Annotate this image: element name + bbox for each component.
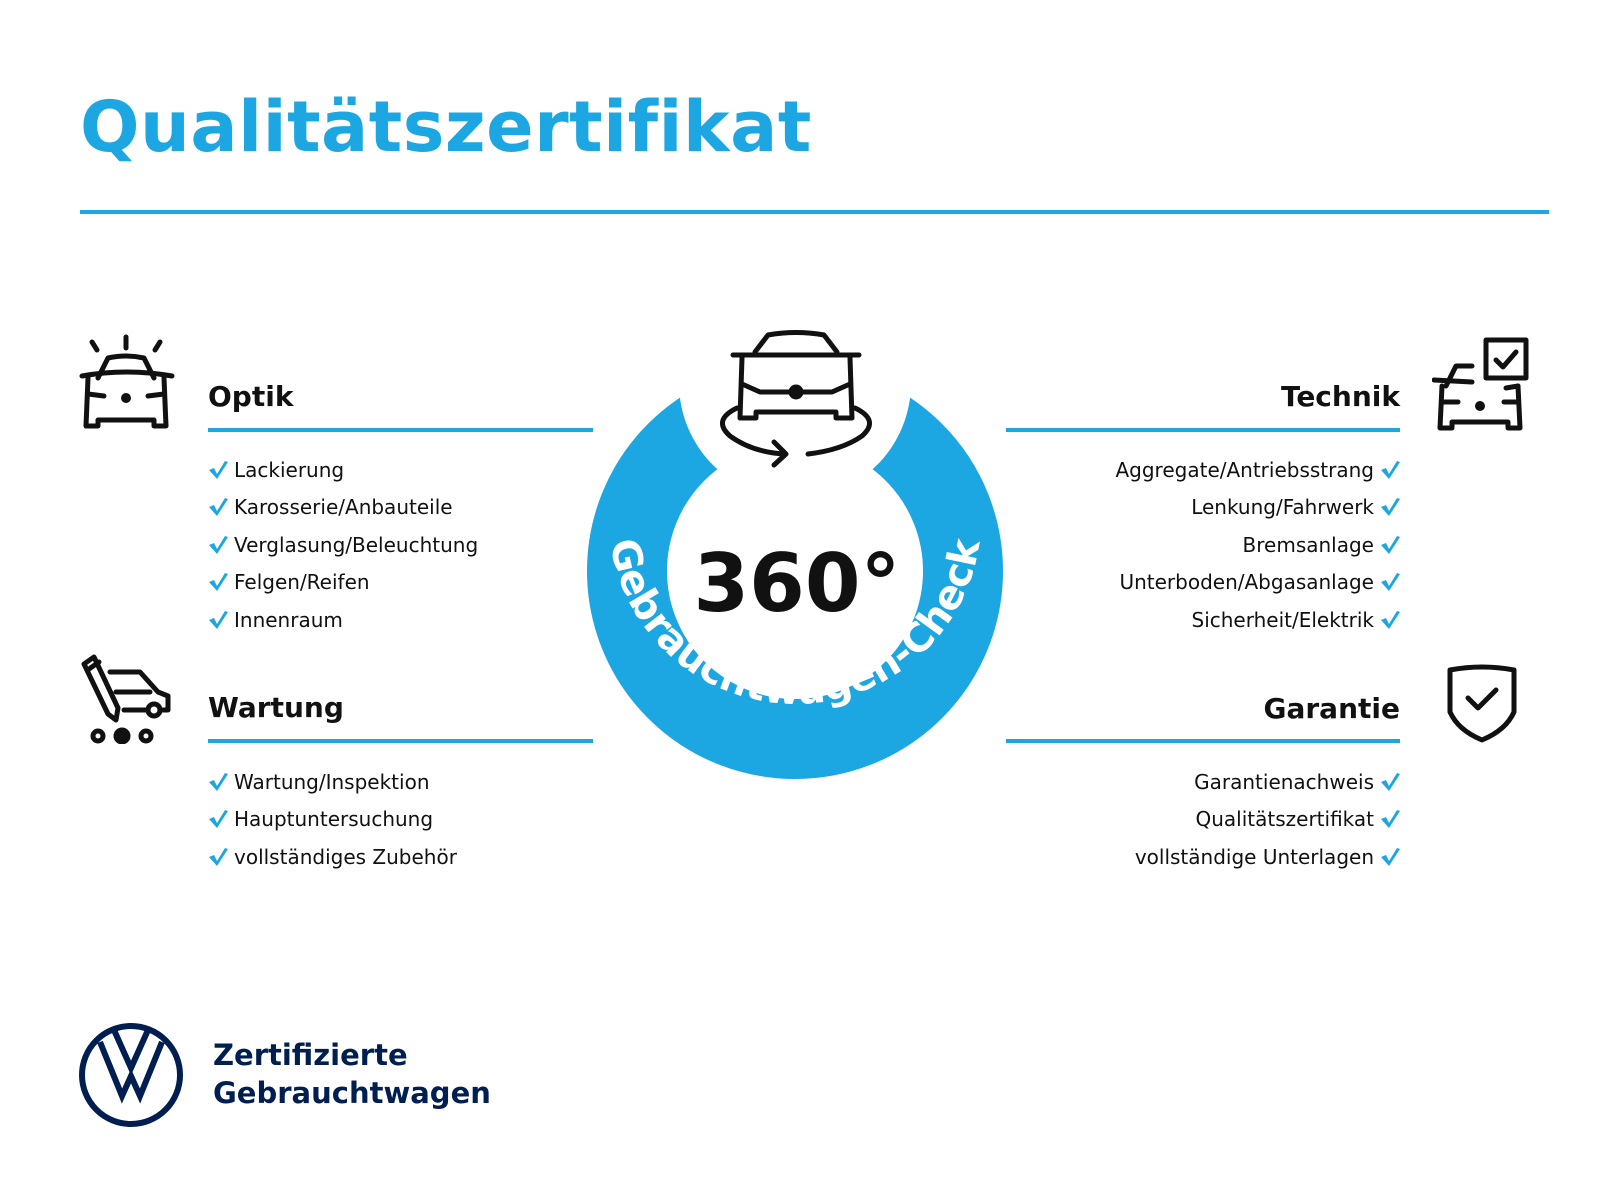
garantie-list: Garantienachweis Qualitätszertifikat vol…	[1135, 763, 1400, 876]
car-rotate-icon	[720, 330, 872, 468]
item-label: Wartung/Inspektion	[234, 769, 430, 794]
section-heading-technik: Technik	[1280, 380, 1400, 413]
list-item: Wartung/Inspektion	[208, 763, 457, 801]
optik-list: Lackierung Karosserie/Anbauteile Verglas…	[208, 451, 478, 639]
list-item: Felgen/Reifen	[208, 564, 478, 602]
item-label: Aggregate/Antriebsstrang	[1115, 457, 1374, 482]
check-icon	[209, 573, 228, 592]
item-label: vollständiges Zubehör	[234, 844, 457, 869]
list-item: Lenkung/Fahrwerk	[1115, 489, 1400, 527]
section-heading-garantie: Garantie	[1263, 692, 1401, 725]
footer-line-2: Gebrauchtwagen	[213, 1076, 491, 1110]
360-check-badge: Gebrauchtwagen-Check 360°	[587, 320, 1003, 779]
item-label: Garantienachweis	[1194, 769, 1374, 794]
car-lights-icon	[79, 334, 175, 429]
check-icon	[209, 772, 228, 791]
list-item: Unterboden/Abgasanlage	[1115, 564, 1400, 602]
badge-center-text: 360°	[694, 537, 901, 630]
check-icon	[1381, 847, 1400, 866]
shield-check-icon	[1447, 664, 1517, 743]
list-item: Bremsanlage	[1115, 526, 1400, 564]
item-label: Unterboden/Abgasanlage	[1119, 570, 1374, 595]
item-label: Lackierung	[234, 457, 345, 482]
section-heading-optik: Optik	[208, 380, 294, 413]
title-divider	[80, 210, 1549, 214]
item-label: Hauptuntersuchung	[234, 807, 434, 832]
item-label: Verglasung/Beleuchtung	[234, 532, 479, 557]
item-label: Felgen/Reifen	[234, 570, 370, 595]
optik-underline	[208, 428, 593, 432]
car-service-icon	[81, 654, 171, 744]
list-item: Verglasung/Beleuchtung	[208, 526, 478, 564]
section-heading-wartung: Wartung	[208, 691, 344, 724]
item-label: Bremsanlage	[1242, 532, 1374, 557]
item-label: Innenraum	[234, 607, 343, 632]
list-item: Hauptuntersuchung	[208, 801, 457, 839]
list-item: Lackierung	[208, 451, 478, 489]
check-icon	[1381, 498, 1400, 517]
wartung-list: Wartung/Inspektion Hauptuntersuchung vol…	[208, 763, 457, 876]
check-icon	[1381, 610, 1400, 629]
technik-underline	[1006, 428, 1400, 432]
item-label: Lenkung/Fahrwerk	[1191, 495, 1374, 520]
check-icon	[1381, 772, 1400, 791]
check-icon	[1381, 535, 1400, 554]
item-label: vollständige Unterlagen	[1134, 844, 1374, 869]
car-checkbox-icon	[1432, 337, 1529, 431]
check-icon	[1381, 573, 1400, 592]
badge-ring-gap	[679, 320, 911, 499]
technik-list: Aggregate/Antriebsstrang Lenkung/Fahrwer…	[1115, 451, 1400, 639]
garantie-underline	[1006, 739, 1400, 743]
vw-logo	[79, 1023, 183, 1127]
page-title: Qualitätszertifikat	[80, 86, 812, 168]
check-icon	[209, 460, 228, 479]
check-icon	[1381, 810, 1400, 829]
item-label: Sicherheit/Elektrik	[1191, 607, 1375, 632]
check-icon	[209, 498, 228, 517]
footer-brand-text: Zertifizierte Gebrauchtwagen	[213, 1036, 491, 1112]
list-item: Karosserie/Anbauteile	[208, 489, 478, 527]
list-item: Sicherheit/Elektrik	[1115, 601, 1400, 639]
check-icon	[209, 847, 228, 866]
check-icon	[209, 535, 228, 554]
check-icon	[1381, 460, 1400, 479]
list-item: vollständiges Zubehör	[208, 838, 457, 876]
list-item: Innenraum	[208, 601, 478, 639]
list-item: Aggregate/Antriebsstrang	[1115, 451, 1400, 489]
item-label: Qualitätszertifikat	[1195, 807, 1375, 832]
footer-line-1: Zertifizierte	[213, 1038, 408, 1072]
item-label: Karosserie/Anbauteile	[234, 495, 453, 520]
list-item: Qualitätszertifikat	[1135, 801, 1400, 839]
check-icon	[209, 810, 228, 829]
list-item: vollständige Unterlagen	[1135, 838, 1400, 876]
list-item: Garantienachweis	[1135, 763, 1400, 801]
check-icon	[209, 610, 228, 629]
wartung-underline	[208, 739, 593, 743]
